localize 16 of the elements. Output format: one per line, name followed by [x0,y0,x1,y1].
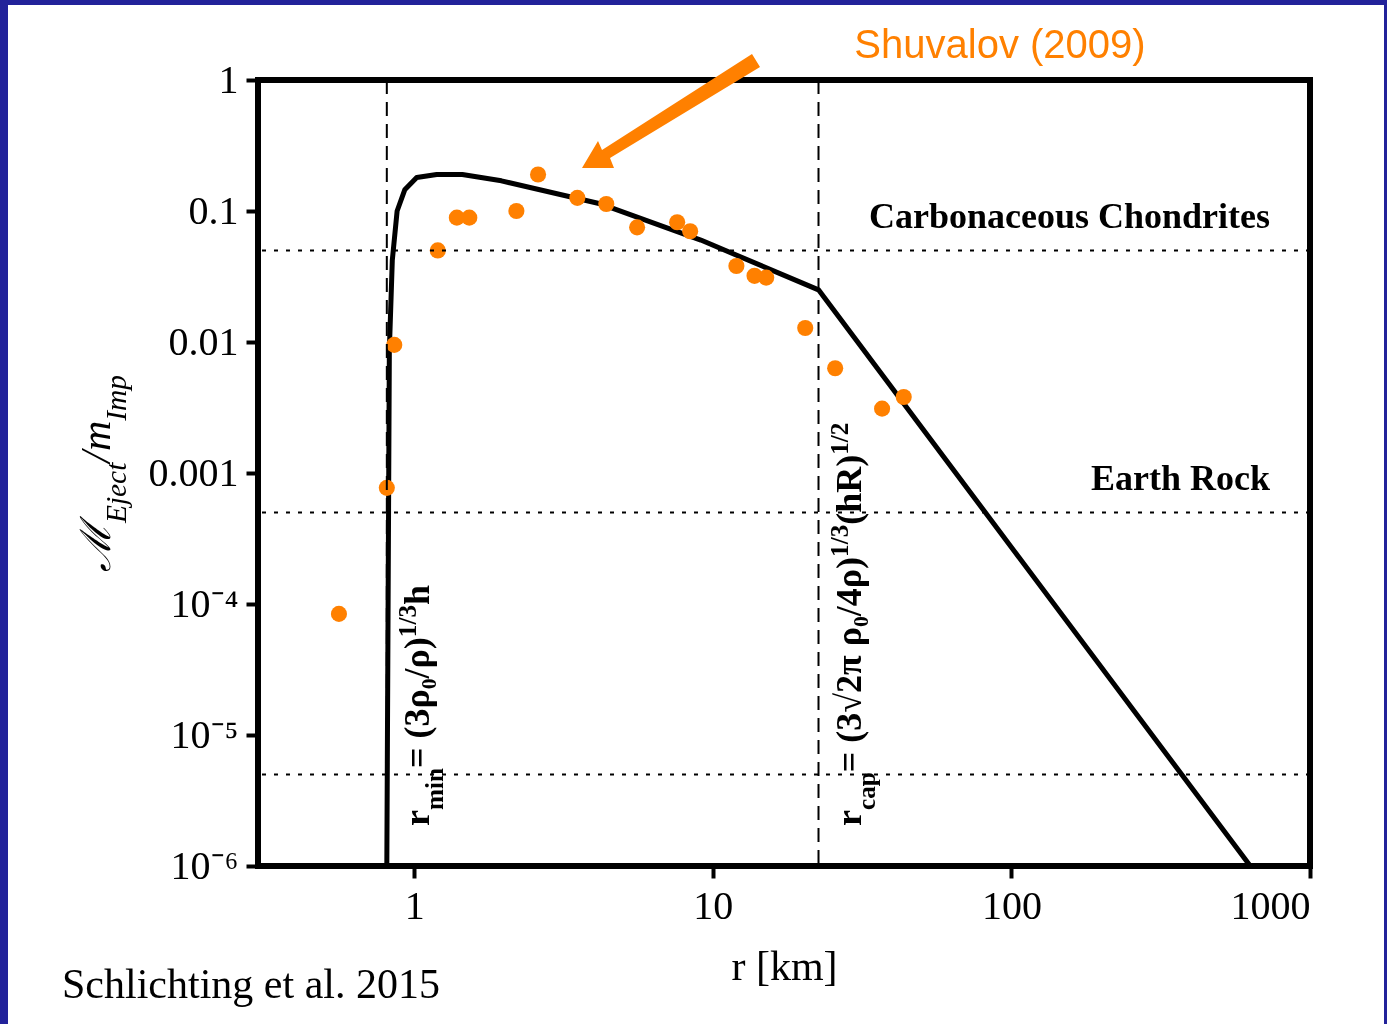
x-tick-label: 10 [693,882,734,928]
y-tick-label: 0.001 [148,449,239,495]
y-tick-label: 0.01 [168,318,239,364]
ref-line-label: Carbonaceous Chondrites [868,196,1270,237]
text: Shuvalov (2009) [854,22,1146,66]
text: Schlichting et al. 2015 [62,961,440,1007]
x-tick-label: 1000 [1230,882,1311,928]
y-tick-label: 10⁻⁵ [170,711,239,757]
y-tick-label: 0.1 [188,187,239,233]
y-tick-label: 10⁻⁴ [170,580,239,626]
x-axis-title: r [km] [731,942,838,989]
y-tick-label: 1 [218,56,239,102]
x-tick-label: 100 [981,882,1042,928]
x-tick-label: 1 [404,882,425,928]
ref-line-label: Earth Rock [1091,458,1270,499]
y-tick-label: 10⁻⁶ [170,842,239,888]
